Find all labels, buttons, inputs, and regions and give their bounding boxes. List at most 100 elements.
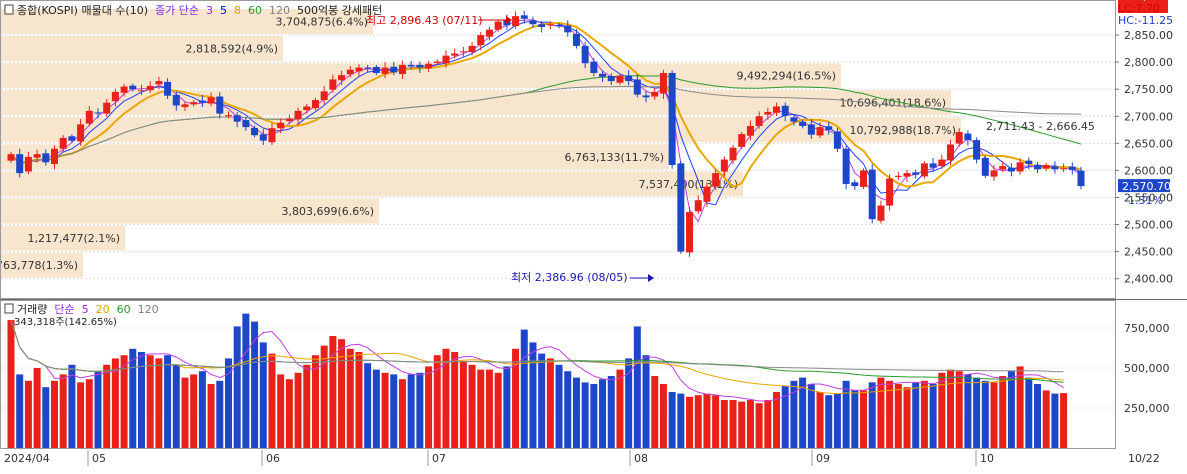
candle (407, 61, 415, 70)
price-tick-label: 2,450.00 (1124, 246, 1173, 259)
candle (1042, 162, 1050, 171)
legend-toggle-icon (4, 303, 14, 314)
candle-body (425, 63, 433, 69)
price-tick-label: 2,500.00 (1124, 219, 1173, 232)
volume-profile-band (1, 252, 83, 278)
candle (1060, 163, 1068, 173)
candle-body (111, 91, 119, 102)
candle (259, 128, 267, 145)
candle (68, 134, 76, 143)
candle-body (1016, 162, 1024, 172)
candle (442, 50, 450, 68)
volume-bar (129, 348, 137, 448)
candle (224, 111, 232, 119)
candle (294, 107, 302, 125)
legend-item: 20 (96, 303, 110, 316)
candle-body (607, 75, 615, 82)
candle-body (816, 127, 824, 136)
price-legend[interactable]: 종합(KOSPI) 매물대 수(10) 종가 단순 3 5 8 60 120 500억봉 강세… (4, 4, 382, 17)
legend-item: 거래량 (17, 303, 47, 316)
volume-bar (1060, 393, 1068, 448)
candle-body (251, 127, 259, 136)
candle-body (912, 172, 920, 175)
candle (129, 83, 137, 92)
candle (964, 130, 972, 146)
candle-body (103, 102, 111, 114)
candle-body (894, 175, 902, 177)
volume-ma-20-line (10, 319, 1064, 395)
candle (999, 161, 1007, 173)
candle (425, 61, 433, 73)
candle (1025, 157, 1033, 170)
volume-profile-label: 9,492,294(16.5%) (736, 70, 836, 83)
candle-body (842, 148, 850, 184)
candle (642, 91, 650, 103)
volume-bar (459, 361, 467, 448)
candle (729, 144, 737, 165)
candle-body (303, 106, 311, 111)
volume-bar (842, 380, 850, 448)
candle (564, 20, 572, 37)
date-tick-label: 08 (634, 452, 648, 465)
candle-body (172, 94, 180, 106)
candle-body (599, 73, 607, 77)
volume-profile-label: 1,217,477(2.1%) (27, 232, 120, 245)
candle (764, 107, 772, 120)
candle-body (807, 124, 815, 135)
candle (146, 81, 154, 93)
candle-body (329, 79, 337, 90)
candle (842, 145, 850, 190)
candle (451, 48, 459, 59)
candle (390, 61, 398, 76)
volume-bar (512, 348, 520, 448)
date-tick-label: 05 (92, 452, 106, 465)
volume-bar (77, 382, 85, 448)
candle-body (938, 159, 946, 167)
candle-body (485, 29, 493, 37)
volume-bar (825, 395, 833, 448)
candle-body (451, 53, 459, 56)
last-price-tag: 2,570.70 (1122, 180, 1171, 193)
candle (1016, 158, 1024, 175)
candle (433, 59, 441, 66)
volume-profile-band (1, 171, 743, 197)
volume-bar (746, 400, 754, 448)
candle (355, 64, 363, 77)
candle-body (1042, 164, 1050, 169)
candle (42, 149, 50, 166)
date-tick-label: 06 (266, 452, 280, 465)
candle (251, 125, 259, 138)
volume-bar (816, 392, 824, 448)
candle (16, 148, 24, 178)
candle-body (929, 163, 937, 168)
candle-body (164, 81, 172, 96)
candle-body (555, 25, 563, 27)
volume-bar (894, 384, 902, 448)
candle-body (903, 173, 911, 177)
volume-bar (294, 372, 302, 448)
candle (633, 74, 641, 98)
volume-bar (329, 336, 337, 448)
candle (981, 155, 989, 178)
candle (912, 169, 920, 179)
volume-bar (973, 377, 981, 448)
candle-body (964, 133, 972, 141)
volume-bar (773, 392, 781, 448)
volume-bar (364, 363, 372, 448)
candle-body (659, 72, 667, 94)
volume-ma-120-line (10, 319, 1064, 373)
candle (181, 101, 189, 111)
volume-bar (398, 379, 406, 448)
low-marker-arrow (648, 274, 654, 282)
volume-bar (164, 355, 172, 448)
candle (955, 128, 963, 147)
candle (790, 114, 798, 126)
price-tick-label: 2,400.00 (1124, 273, 1173, 286)
candle-body (1034, 164, 1042, 170)
volume-bar (546, 358, 554, 448)
volume-legend[interactable]: 거래량 단순 5 20 60 120 (4, 303, 159, 316)
candle-body (712, 173, 720, 187)
candle (155, 76, 163, 90)
volume-profile-band (1, 225, 125, 251)
